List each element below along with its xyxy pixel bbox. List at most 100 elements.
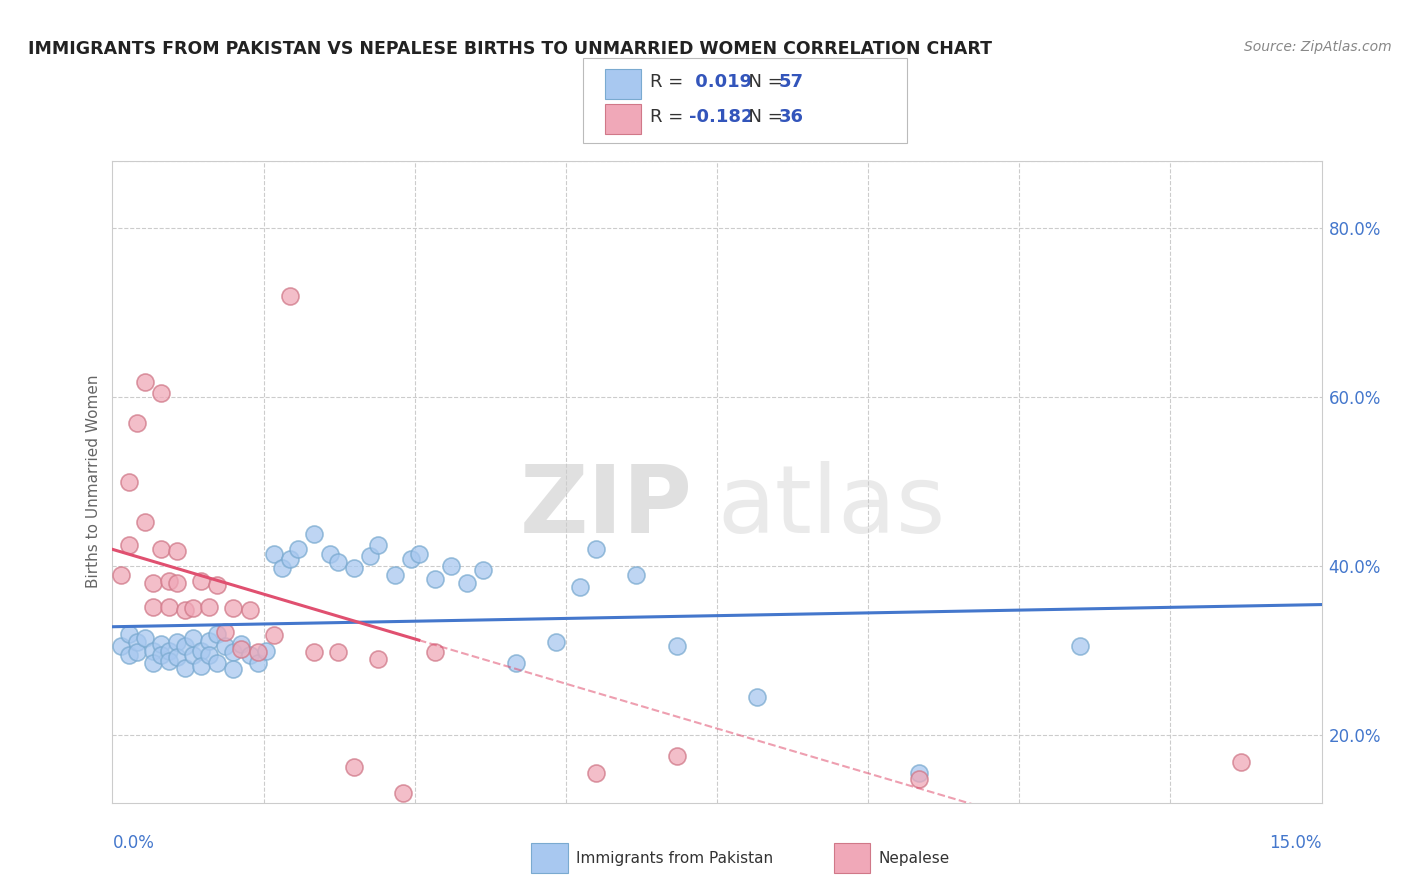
Point: [505, 657, 527, 671]
Point: [190, 574, 212, 589]
Point: [1069, 640, 1091, 654]
Point: [142, 643, 165, 657]
Y-axis label: Births to Unmarried Women: Births to Unmarried Women: [86, 375, 101, 589]
Point: [134, 375, 156, 389]
Point: [399, 552, 422, 566]
Point: [198, 599, 221, 614]
Point: [149, 542, 172, 557]
Point: [423, 572, 446, 586]
Point: [198, 633, 221, 648]
Point: [117, 538, 139, 552]
Text: Nepalese: Nepalese: [879, 851, 950, 865]
Point: [125, 635, 148, 649]
Point: [278, 552, 301, 566]
Point: [585, 542, 607, 557]
Text: IMMIGRANTS FROM PAKISTAN VS NEPALESE BIRTHS TO UNMARRIED WOMEN CORRELATION CHART: IMMIGRANTS FROM PAKISTAN VS NEPALESE BIR…: [28, 40, 993, 58]
Point: [166, 576, 188, 591]
Point: [181, 631, 204, 645]
Point: [214, 625, 236, 640]
Point: [367, 652, 389, 666]
Point: [665, 640, 688, 654]
Point: [391, 786, 413, 800]
Point: [207, 578, 229, 592]
Point: [231, 637, 253, 651]
Text: 57: 57: [779, 73, 804, 91]
Point: [254, 643, 277, 657]
Point: [328, 645, 350, 659]
Text: ZIP: ZIP: [520, 461, 693, 553]
Point: [456, 576, 478, 591]
Point: [319, 547, 342, 561]
Text: N =: N =: [737, 73, 789, 91]
Point: [166, 650, 188, 665]
Point: [166, 635, 188, 649]
Point: [110, 640, 132, 654]
Point: [263, 547, 285, 561]
Point: [117, 627, 139, 641]
Point: [343, 760, 366, 774]
Text: 36: 36: [779, 108, 804, 126]
Point: [544, 635, 567, 649]
Point: [142, 657, 165, 671]
Point: [174, 603, 197, 617]
Point: [174, 640, 197, 654]
Point: [907, 766, 929, 780]
Text: 15.0%: 15.0%: [1270, 834, 1322, 852]
Point: [181, 648, 204, 662]
Point: [408, 547, 430, 561]
Point: [181, 601, 204, 615]
Point: [110, 567, 132, 582]
Point: [190, 643, 212, 657]
Text: Source: ZipAtlas.com: Source: ZipAtlas.com: [1244, 40, 1392, 54]
Point: [302, 645, 325, 659]
Text: R =: R =: [650, 73, 689, 91]
Point: [125, 645, 148, 659]
Point: [246, 657, 269, 671]
Text: 0.0%: 0.0%: [112, 834, 155, 852]
Text: 0.019: 0.019: [689, 73, 752, 91]
Point: [190, 659, 212, 673]
Point: [367, 538, 389, 552]
Point: [142, 599, 165, 614]
Point: [157, 654, 180, 668]
Point: [238, 648, 260, 662]
Point: [302, 527, 325, 541]
Point: [231, 642, 253, 657]
Point: [626, 567, 648, 582]
Text: Immigrants from Pakistan: Immigrants from Pakistan: [576, 851, 773, 865]
Point: [157, 574, 180, 589]
Point: [287, 542, 309, 557]
Point: [125, 416, 148, 430]
Point: [117, 475, 139, 489]
Point: [343, 561, 366, 575]
Point: [142, 576, 165, 591]
Point: [1230, 756, 1253, 770]
Point: [585, 766, 607, 780]
Point: [174, 660, 197, 674]
Point: [472, 563, 495, 577]
Point: [359, 549, 381, 563]
Point: [278, 289, 301, 303]
Point: [440, 559, 463, 574]
Point: [569, 580, 592, 594]
Point: [214, 640, 236, 654]
Point: [384, 567, 406, 582]
Point: [222, 601, 245, 615]
Text: N =: N =: [737, 108, 789, 126]
Point: [270, 561, 292, 575]
Point: [263, 628, 285, 642]
Point: [157, 599, 180, 614]
Point: [328, 555, 350, 569]
Point: [134, 631, 156, 645]
Point: [207, 627, 229, 641]
Point: [134, 515, 156, 529]
Point: [907, 772, 929, 786]
Point: [207, 657, 229, 671]
Point: [117, 648, 139, 662]
Point: [423, 645, 446, 659]
Point: [149, 386, 172, 401]
Point: [238, 603, 260, 617]
Text: -0.182: -0.182: [689, 108, 754, 126]
Point: [665, 749, 688, 764]
Point: [246, 645, 269, 659]
